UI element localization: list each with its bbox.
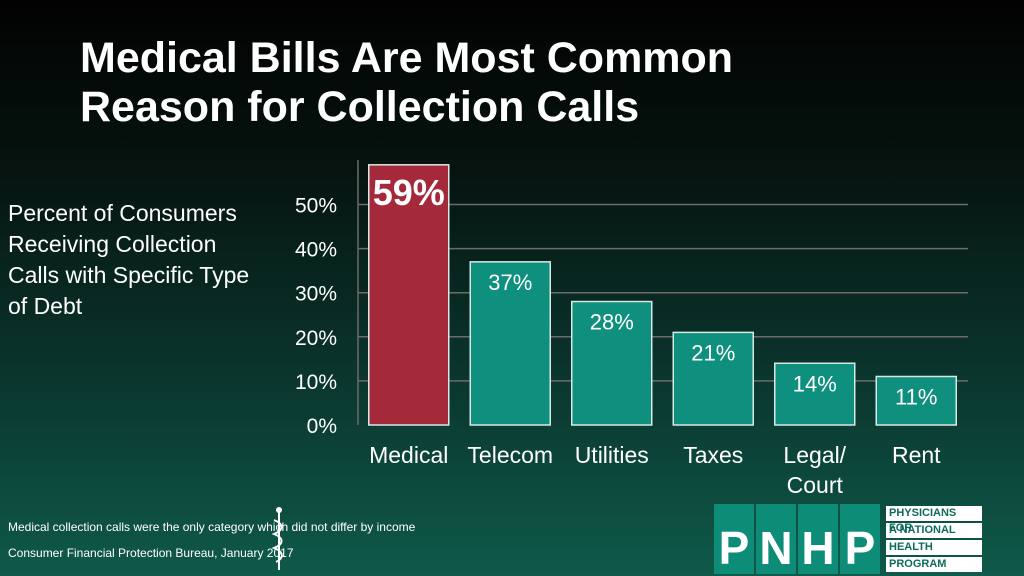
- logo-letters: P N H P: [714, 504, 884, 576]
- pnhp-logo: P N H P PHYSICIANS FOR A NATIONAL HEALTH…: [714, 504, 986, 576]
- title-line-1: Medical Bills Are Most Common: [80, 34, 734, 82]
- bar: [571, 300, 653, 426]
- x-category-label: Court: [787, 472, 844, 498]
- x-category-label: Taxes: [683, 442, 743, 468]
- y-tick-label: 20%: [295, 327, 337, 350]
- logo-name-line: PROGRAM: [886, 557, 982, 572]
- logo-name: PHYSICIANS FOR A NATIONAL HEALTH PROGRAM: [886, 506, 982, 574]
- y-tick-label: 50%: [295, 195, 337, 218]
- logo-letter: H: [798, 504, 838, 574]
- y-axis-description: Percent of Consumers Receiving Collectio…: [8, 200, 250, 319]
- y-tick-label: 30%: [295, 283, 337, 306]
- y-tick-label: 10%: [295, 371, 337, 394]
- logo-name-line: HEALTH: [886, 540, 982, 555]
- footnote-source: Consumer Financial Protection Bureau, Ja…: [8, 546, 294, 560]
- y-tick-label: 40%: [295, 239, 337, 262]
- logo-letter: P: [714, 504, 754, 574]
- logo-letter: P: [840, 504, 880, 574]
- data-label: 21%: [691, 340, 735, 365]
- title-line-2: Reason for Collection Calls: [80, 83, 640, 131]
- x-category-label: Rent: [892, 442, 941, 468]
- x-category-label: Utilities: [575, 442, 649, 468]
- bar: [774, 362, 856, 426]
- footnote-note: Medical collection calls were the only c…: [8, 520, 416, 534]
- bar: [672, 331, 754, 426]
- bar: [368, 164, 450, 426]
- x-category-label: Medical: [369, 442, 448, 468]
- page-title: Medical Bills Are Most Common Reason for…: [80, 34, 733, 132]
- logo-name-line: PHYSICIANS FOR: [886, 506, 982, 534]
- bar: [469, 261, 551, 426]
- bar: [875, 375, 957, 426]
- data-label: 28%: [590, 310, 634, 335]
- caduceus-icon: [272, 507, 283, 570]
- logo-letter: N: [756, 504, 796, 574]
- logo-name-line: A NATIONAL: [886, 523, 982, 538]
- y-tick-label: 0%: [307, 415, 337, 438]
- data-label: 37%: [488, 270, 532, 295]
- data-label: 11%: [895, 384, 937, 409]
- x-category-label: Telecom: [467, 442, 553, 468]
- data-label: 14%: [793, 371, 837, 396]
- data-label: 59%: [373, 172, 445, 213]
- x-category-label: Legal/: [783, 442, 846, 468]
